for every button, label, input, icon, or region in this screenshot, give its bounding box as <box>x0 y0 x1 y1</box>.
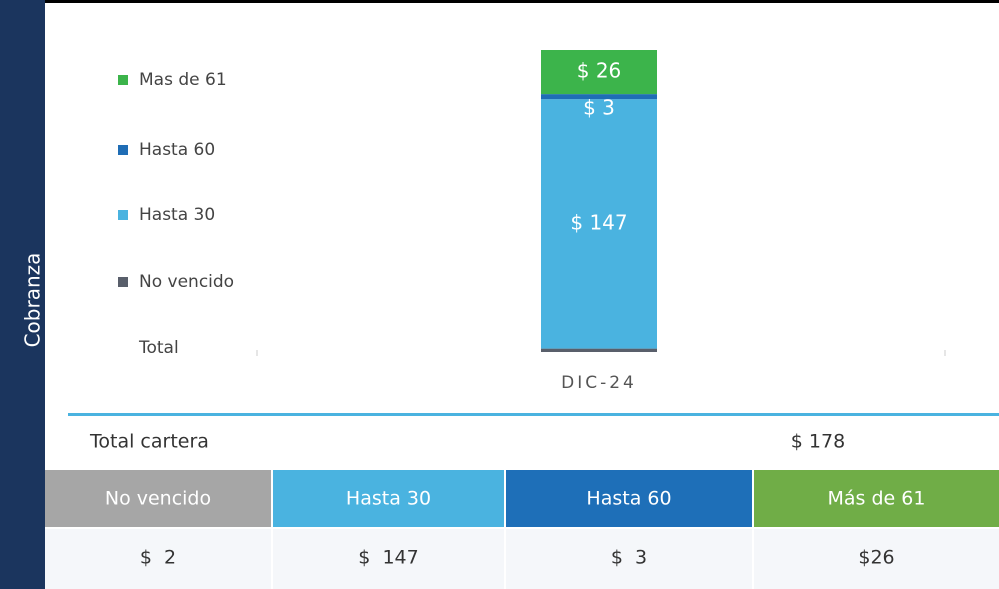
value-cell <box>506 529 752 589</box>
total-value: $ 178 <box>791 431 845 453</box>
side-label: Cobranza <box>21 253 45 348</box>
header-cell <box>45 470 271 527</box>
data-label: $ 147 <box>570 210 627 234</box>
bar-segment <box>541 94 657 100</box>
total-label: Total cartera <box>89 431 209 453</box>
data-label: $ 26 <box>577 59 622 83</box>
x-tick-label: DIC-24 <box>561 373 637 393</box>
legend-swatch <box>118 210 128 220</box>
value-text: $ 147 <box>358 547 418 569</box>
value-cell <box>273 529 504 589</box>
top-rule <box>0 0 999 3</box>
header-text: No vencido <box>105 488 211 510</box>
value-cell <box>754 529 999 589</box>
header-text: Hasta 60 <box>586 488 671 510</box>
legend-swatch <box>118 75 128 85</box>
value-text: $26 <box>858 547 894 569</box>
bar-segment <box>541 99 657 349</box>
bar-segment <box>541 348 657 352</box>
legend-label: No vencido <box>139 272 234 292</box>
legend-swatch <box>118 277 128 287</box>
separator <box>68 413 999 416</box>
data-label: $ 3 <box>583 96 615 120</box>
legend-label: Hasta 30 <box>139 205 215 225</box>
value-text: $ 2 <box>140 547 176 569</box>
header-cell <box>754 470 999 527</box>
legend-swatch <box>118 145 128 155</box>
header-text: Hasta 30 <box>346 488 431 510</box>
legend-label: Total <box>138 338 179 358</box>
value-cell <box>45 529 271 589</box>
side-strip <box>0 0 45 589</box>
legend-label: Mas de 61 <box>139 70 227 90</box>
header-cell <box>506 470 752 527</box>
bar-segment <box>541 50 657 95</box>
header-text: Más de 61 <box>828 488 926 510</box>
legend-label: Hasta 60 <box>139 140 215 160</box>
header-cell <box>273 470 504 527</box>
value-text: $ 3 <box>611 547 647 569</box>
